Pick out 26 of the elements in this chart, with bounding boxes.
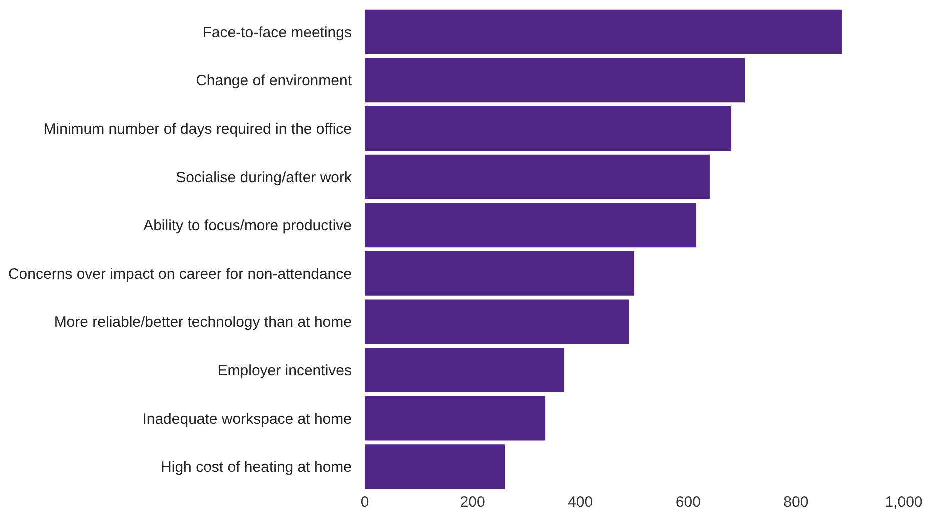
bar (365, 300, 630, 344)
y-tick-label: Concerns over impact on career for non-attendance (8, 266, 352, 283)
bar (365, 251, 634, 296)
x-tick-label: 800 (784, 494, 809, 511)
bar (365, 444, 506, 490)
y-tick-label: Inadequate workspace at home (142, 410, 352, 428)
bar (365, 396, 546, 441)
x-tick-label: 1,000 (885, 494, 923, 511)
bar (365, 203, 696, 248)
x-tick-label: 400 (568, 494, 594, 511)
bar (365, 348, 564, 392)
x-tick-label: 0 (360, 494, 370, 511)
y-tick-label: Ability to focus/more productive (144, 218, 352, 235)
x-tick-label: 200 (460, 494, 486, 511)
y-tick-label: Face-to-face meetings (202, 24, 352, 42)
y-tick-label: Minimum number of days required in the office (44, 121, 352, 138)
y-tick-label: Employer incentives (218, 362, 352, 380)
bar (365, 10, 842, 54)
x-tick-label: 600 (676, 494, 701, 511)
bar (365, 58, 745, 103)
y-tick-label: High cost of heating at home (161, 459, 352, 476)
bar (365, 154, 710, 200)
y-tick-label: More reliable/better technology than at home (54, 314, 352, 332)
y-tick-label: Socialise during/after work (176, 169, 352, 186)
y-tick-label: Change of environment (196, 72, 353, 90)
bar (365, 106, 732, 151)
